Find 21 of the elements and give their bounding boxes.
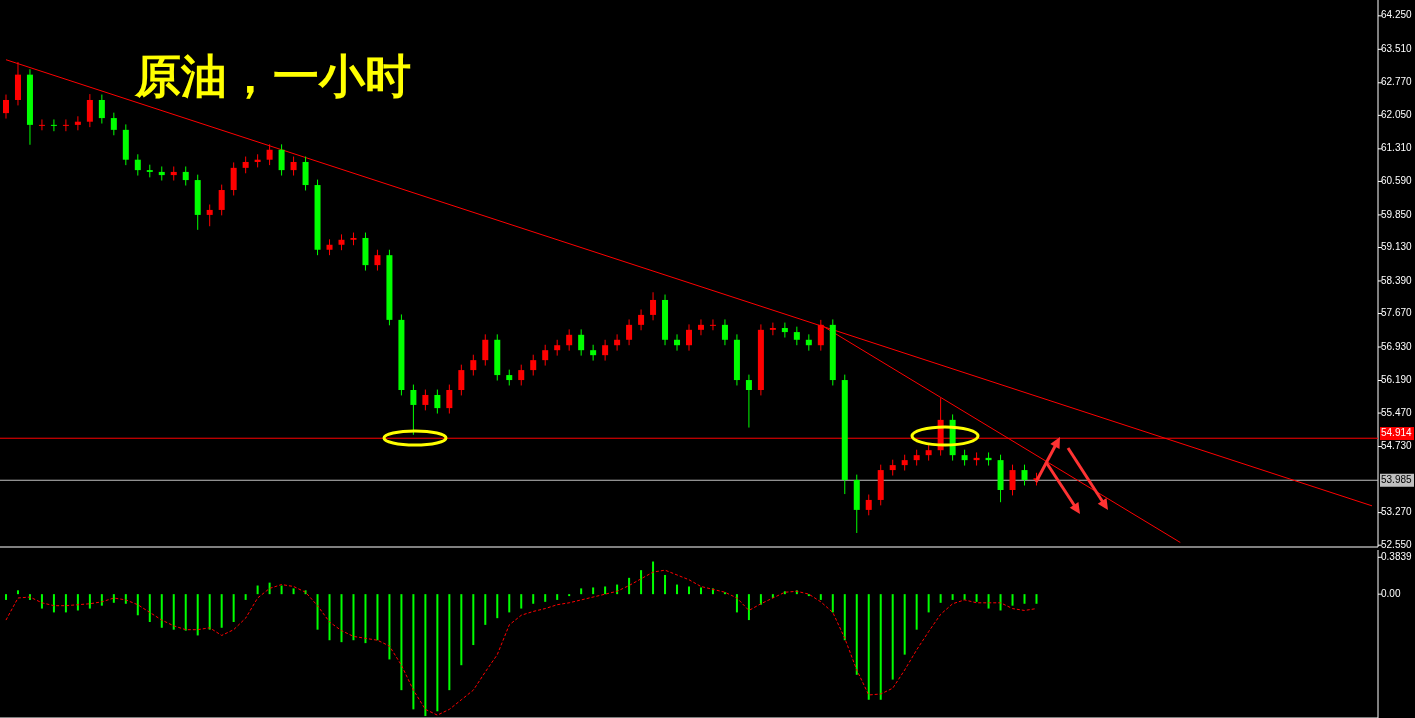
- y-tick-label: 56.190: [1381, 374, 1413, 386]
- y-tick-label: 62.770: [1381, 76, 1413, 88]
- y-tick-label: 63.510: [1381, 42, 1413, 54]
- y-tick-label: 56.930: [1381, 340, 1413, 352]
- ref-line-label: 54.914: [1381, 427, 1413, 439]
- y-tick-label: 61.310: [1381, 142, 1413, 154]
- y-tick-label: 62.050: [1381, 109, 1413, 121]
- y-tick-label: 59.130: [1381, 241, 1413, 253]
- y-tick-label: 52.550: [1381, 538, 1413, 550]
- y-tick-label: 0.00: [1381, 587, 1401, 599]
- y-tick-label: 55.470: [1381, 406, 1413, 418]
- y-tick-label: 59.850: [1381, 208, 1413, 220]
- ref-line-label: 53.985: [1381, 473, 1413, 485]
- y-tick-label: 53.270: [1381, 506, 1413, 518]
- y-tick-label: 60.590: [1381, 175, 1413, 187]
- y-tick-label: 0.3839: [1381, 550, 1413, 562]
- y-tick-label: 54.730: [1381, 440, 1413, 452]
- y-tick-label: 58.390: [1381, 274, 1413, 286]
- text: 原油，一小时: [134, 49, 411, 103]
- y-tick-label: 64.250: [1381, 9, 1413, 21]
- y-tick-label: 57.670: [1381, 307, 1413, 319]
